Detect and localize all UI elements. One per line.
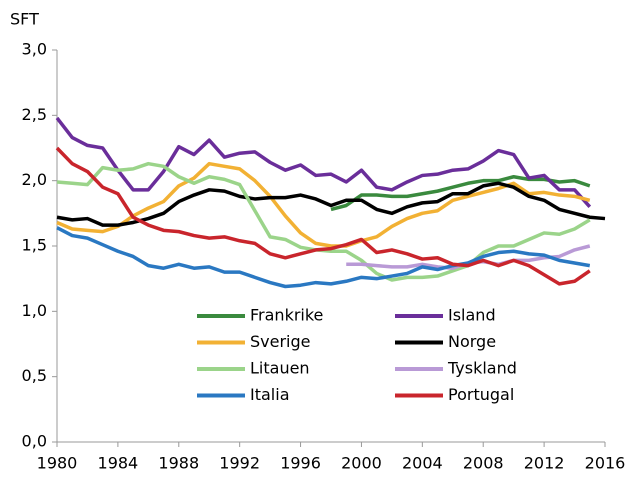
y-tick-label: 2,5 [22, 105, 47, 124]
series-line [55, 116, 592, 208]
x-tick-label: 1984 [98, 454, 139, 473]
x-tick-label: 1996 [280, 454, 321, 473]
x-tick-label: 2008 [463, 454, 504, 473]
y-tick-label: 0,0 [22, 432, 47, 451]
series-line [56, 226, 591, 289]
legend-label: Portugal [448, 385, 514, 404]
series-line [56, 181, 606, 227]
legend-label: Norge [448, 332, 496, 351]
x-tick-label: 1988 [158, 454, 199, 473]
x-tick-label: 1980 [37, 454, 78, 473]
x-tick-label: 2016 [585, 454, 626, 473]
legend-label: Sverige [250, 332, 311, 351]
legend-label: Frankrike [250, 306, 323, 325]
x-tick-label: 1992 [219, 454, 260, 473]
x-tick-label: 2000 [341, 454, 382, 473]
series-line [56, 161, 591, 248]
legend-label: Island [448, 306, 496, 325]
legend-label: Litauen [250, 359, 310, 378]
legend-label: Tyskland [447, 359, 517, 378]
legend-label: Italia [250, 385, 290, 404]
x-tick-label: 2012 [524, 454, 565, 473]
x-tick-label: 2004 [402, 454, 443, 473]
y-tick-label: 0,5 [22, 366, 47, 385]
y-tick-label: 1,5 [22, 236, 47, 255]
y-tick-label: 3,0 [22, 40, 47, 59]
y-axis-label: SFT [10, 10, 39, 29]
y-tick-label: 1,0 [22, 301, 47, 320]
series-line [55, 146, 591, 286]
y-tick-label: 2,0 [22, 170, 47, 189]
